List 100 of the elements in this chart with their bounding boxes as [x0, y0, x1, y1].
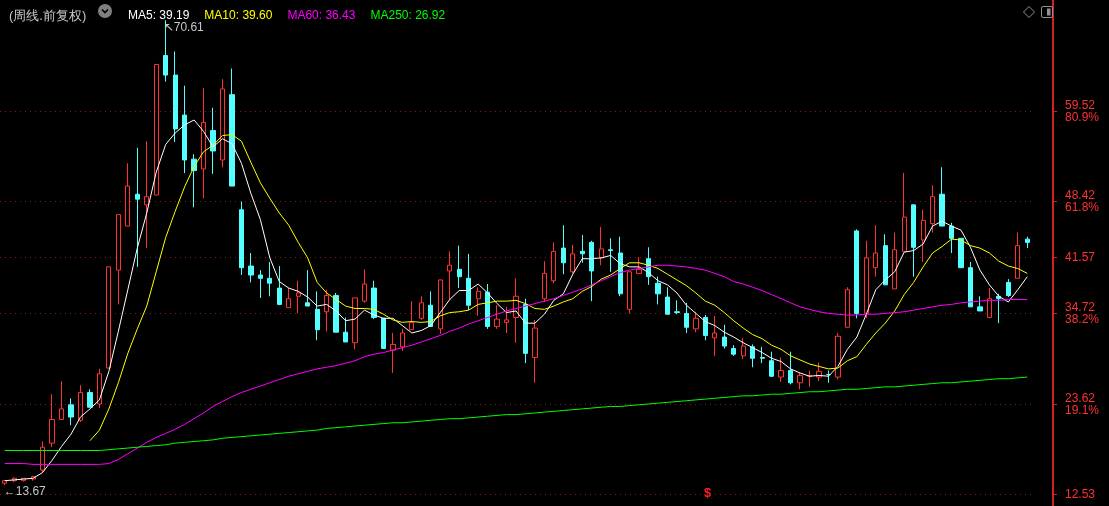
- candlestick: [939, 166, 945, 227]
- line-series: [4, 264, 1028, 465]
- candlestick: [371, 280, 377, 320]
- candlestick: [599, 226, 604, 266]
- candlestick: [305, 269, 310, 307]
- line-series: [89, 134, 1028, 442]
- candlestick: [466, 253, 471, 311]
- candlestick: [589, 240, 594, 302]
- candlestick: [419, 295, 424, 321]
- candlestick: [125, 162, 130, 227]
- candlestick: [59, 380, 64, 420]
- candlestick: [201, 87, 206, 199]
- candlestick: [106, 266, 111, 369]
- candlestick: [49, 393, 55, 448]
- candlestick: [1025, 236, 1030, 249]
- text: MA250: 26.92: [370, 8, 446, 22]
- candlestick: [239, 201, 244, 276]
- candlestick: [949, 222, 954, 254]
- candlestick: [996, 293, 1001, 324]
- line-series: [4, 376, 1028, 451]
- candlestick: [921, 209, 926, 263]
- candlestick: [1006, 278, 1011, 298]
- candlestick: [864, 240, 869, 319]
- candlestick: [788, 351, 793, 385]
- candlestick: [476, 286, 481, 317]
- candlestick: [902, 172, 907, 252]
- candlestick: [731, 344, 736, 357]
- candlestick: [97, 368, 102, 409]
- candlestick: [135, 147, 140, 268]
- candlestick: [760, 346, 765, 364]
- candlestick: [703, 314, 708, 341]
- candlestick: [892, 232, 897, 290]
- candlestick: [722, 324, 727, 349]
- candlestick: [296, 280, 301, 314]
- candlestick: [400, 328, 405, 352]
- candlestick: [551, 241, 556, 284]
- candlestick: [220, 78, 225, 168]
- candlestick: [542, 260, 547, 303]
- candlestick: [144, 140, 149, 249]
- candlestick: [154, 63, 159, 196]
- candlestick: [636, 256, 642, 275]
- line-series: [4, 119, 1028, 482]
- candlestick: [968, 261, 973, 308]
- y-tick-label: 12.53: [1065, 487, 1096, 502]
- candlestick: [2, 479, 7, 486]
- candlestick: [826, 370, 831, 384]
- candlestick: [987, 287, 992, 319]
- text: MA5: 39.19: [128, 8, 190, 22]
- candlestick: [438, 279, 443, 335]
- y-tick-label: 23.62 19.1%: [1065, 390, 1100, 417]
- candlestick: [40, 441, 45, 474]
- candlestick: [277, 265, 282, 306]
- candlestick: [248, 252, 254, 283]
- candlestick: [504, 306, 509, 334]
- text: MA60: 36.43: [287, 8, 356, 22]
- candlestick: [381, 317, 386, 349]
- candlestick: [173, 50, 178, 143]
- candlestick: [778, 356, 784, 383]
- candlestick: [532, 319, 538, 384]
- candlestick: [362, 268, 367, 304]
- candlestick: [333, 292, 339, 333]
- candlestick: [87, 388, 93, 408]
- candlestick: [712, 315, 717, 357]
- candlestick: [182, 85, 187, 174]
- candlestick: [116, 214, 121, 305]
- candlestick: [674, 299, 680, 315]
- y-tick-label: 34.72 38.2%: [1065, 300, 1100, 327]
- candlestick: [769, 351, 774, 378]
- candlestick: [854, 228, 859, 319]
- candlestick: [608, 237, 613, 273]
- candlestick: [1015, 232, 1020, 279]
- candlestick: [580, 234, 585, 264]
- text: (周线.前复权): [9, 8, 87, 23]
- candlestick: [229, 68, 235, 187]
- candlestick: [78, 384, 83, 423]
- candlestick: [457, 245, 462, 289]
- candlestick: [873, 224, 878, 278]
- candlestick: [513, 277, 519, 344]
- candlestick: [845, 286, 850, 328]
- candlestick: [315, 290, 320, 341]
- candlestick: [286, 287, 291, 309]
- candlestick: [665, 286, 670, 315]
- candlestick: [750, 343, 755, 368]
- candlestick: [163, 19, 168, 83]
- y-tick-label: 48.42 61.8%: [1065, 188, 1100, 215]
- candlestick: [390, 332, 396, 374]
- candlestick: [816, 361, 822, 382]
- candlestick: [911, 204, 916, 278]
- y-tick-label: 59.52 80.9%: [1065, 97, 1100, 124]
- candlestick: [655, 276, 661, 305]
- candlestick: [324, 289, 329, 332]
- candlestick: [68, 397, 74, 426]
- candlestick: [561, 224, 566, 275]
- candlestick: [693, 311, 699, 333]
- candlestick: [883, 233, 888, 286]
- candlestick: [409, 300, 414, 331]
- candlestick: [958, 237, 964, 269]
- text: MA10: 39.60: [204, 8, 273, 22]
- candlestick: [267, 261, 272, 297]
- candlestick: [570, 244, 575, 274]
